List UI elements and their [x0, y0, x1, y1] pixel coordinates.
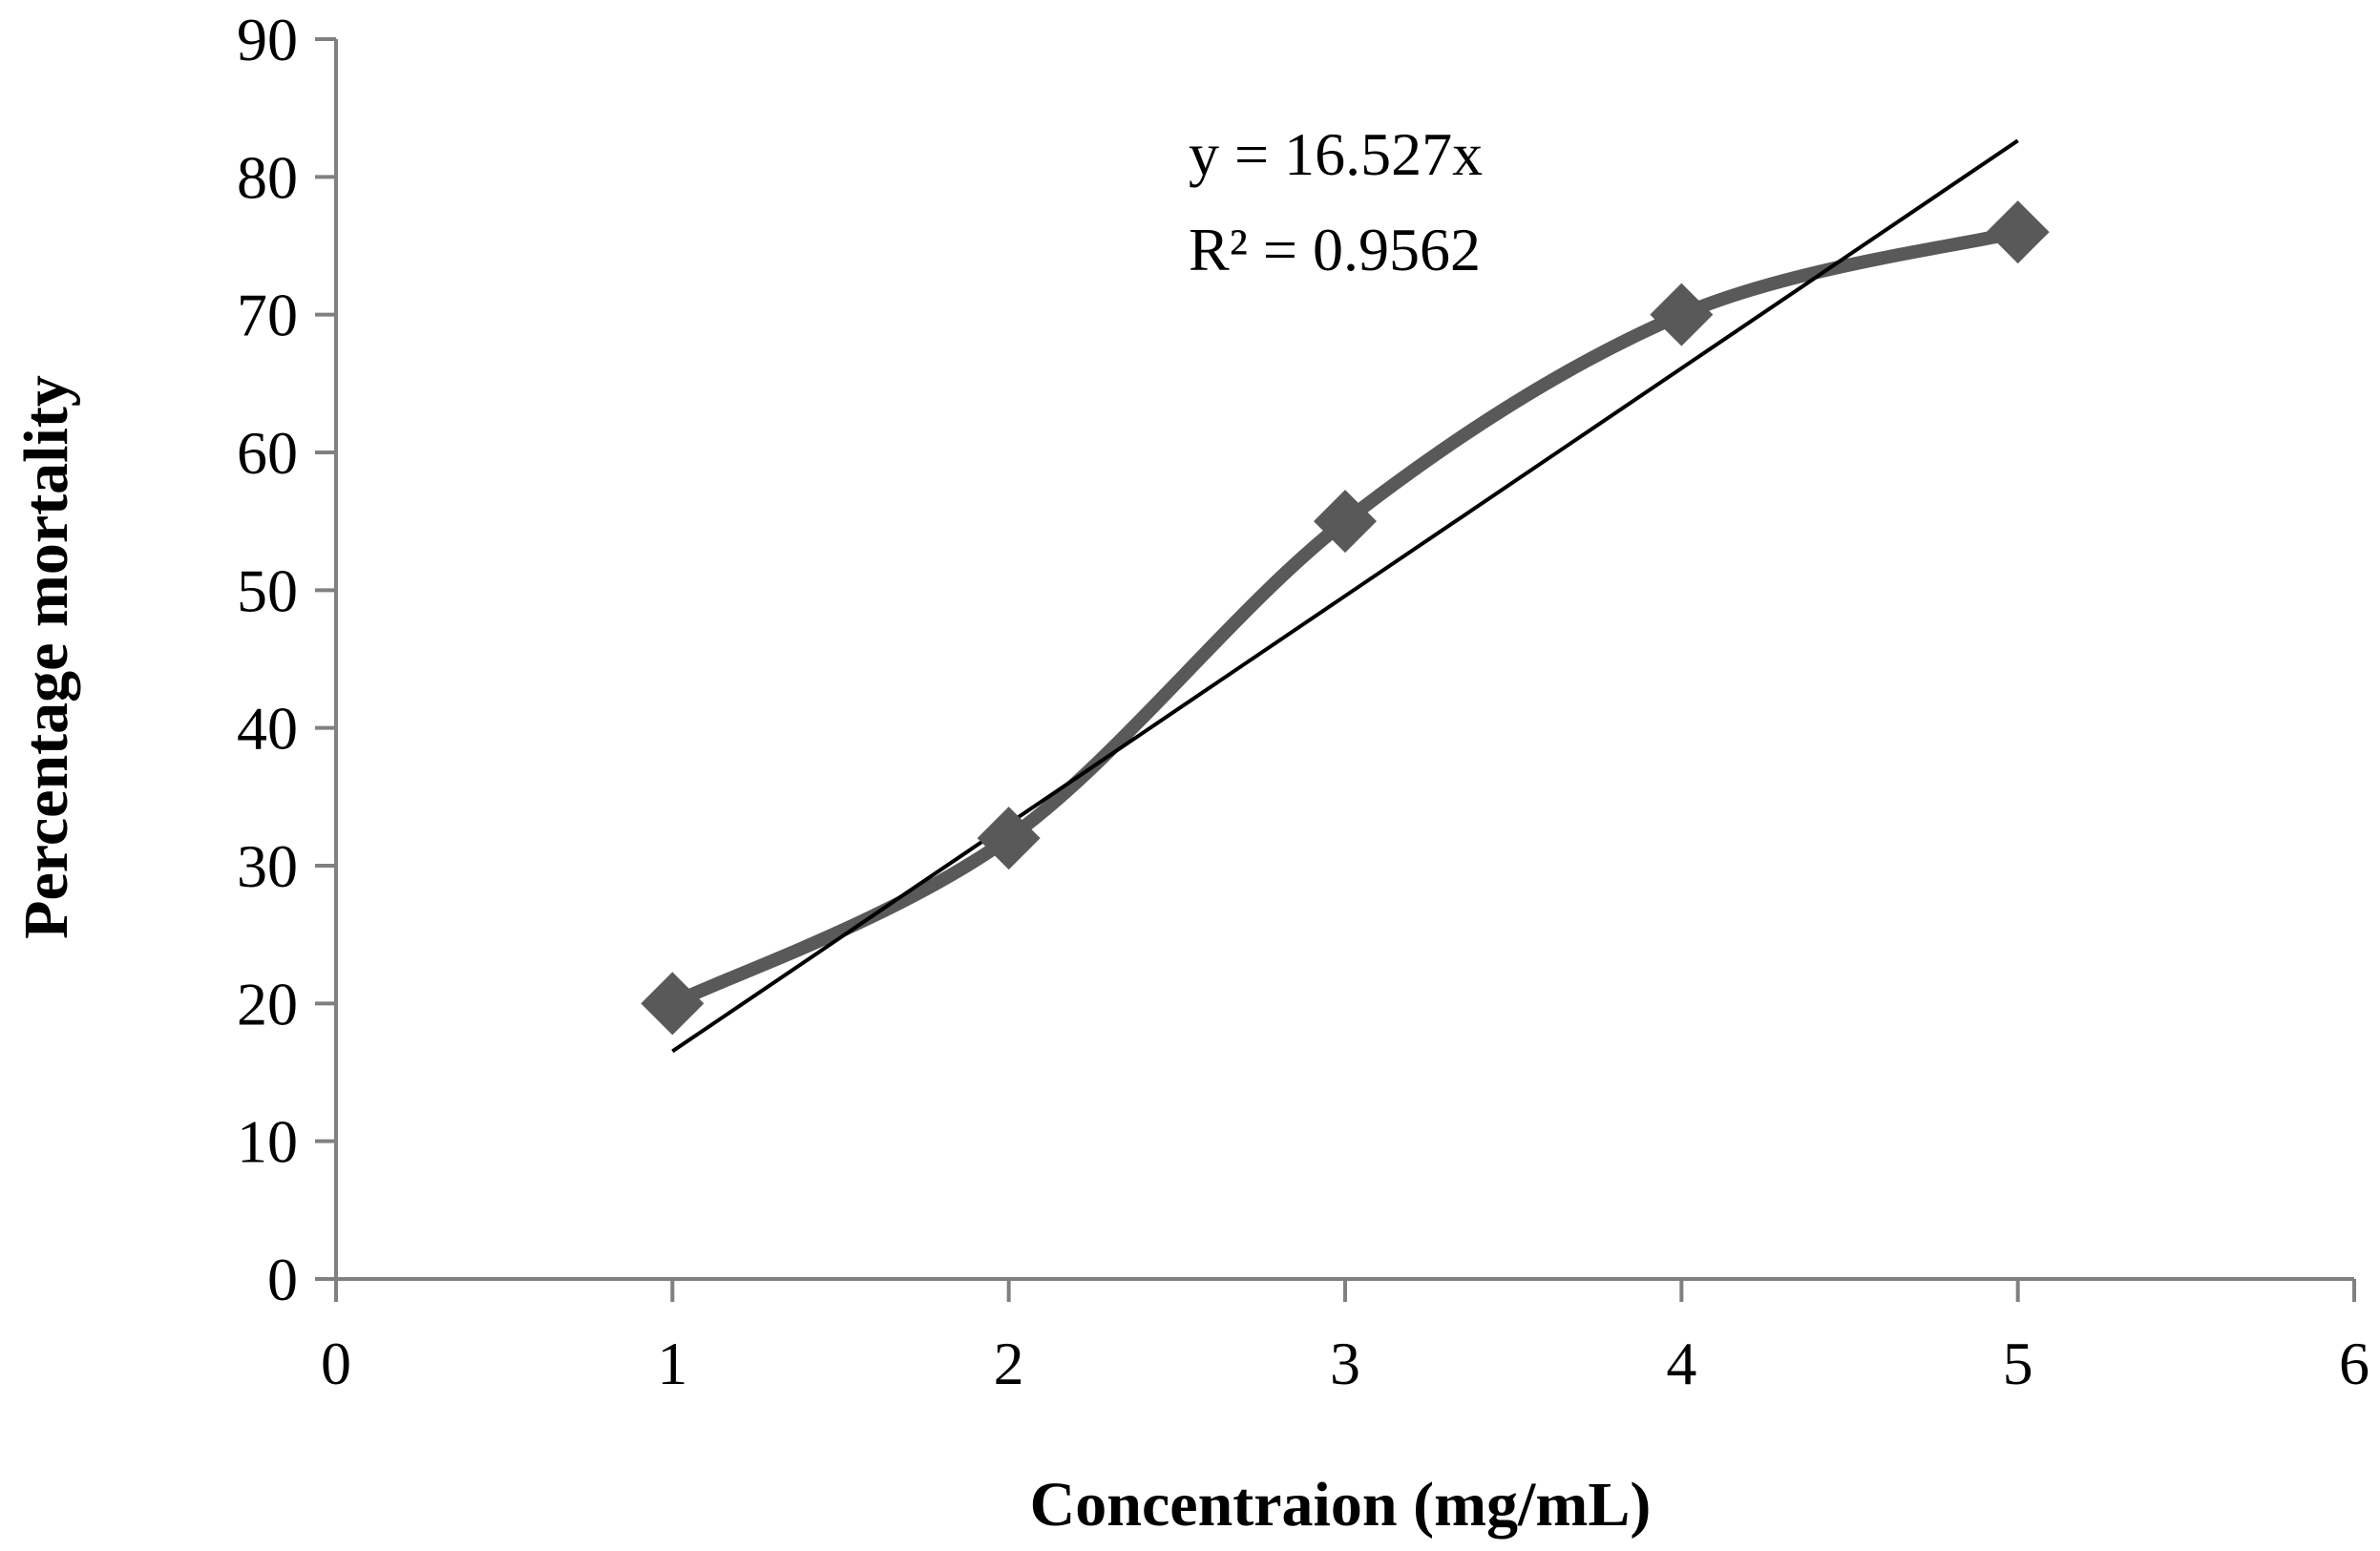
x-tick-label: 2 [994, 1330, 1024, 1397]
data-point [1314, 490, 1377, 554]
data-point [1650, 283, 1714, 346]
plot-area [641, 138, 2050, 1054]
x-tick-label: 4 [1666, 1330, 1696, 1397]
x-tick-label: 3 [1330, 1330, 1360, 1397]
y-tick-label: 0 [267, 1246, 298, 1313]
x-ticks: 0 1 2 3 4 5 6 [321, 1279, 2369, 1397]
y-axis-title: Percentage mortality [11, 375, 81, 939]
x-tick-label: 6 [2339, 1330, 2369, 1397]
y-tick-label: 20 [237, 970, 298, 1037]
x-tick-label: 0 [321, 1330, 351, 1397]
data-point [1986, 200, 2050, 264]
x-axis-title: Concentraion (mg/mL) [1030, 1470, 1652, 1540]
y-tick-label: 90 [237, 6, 298, 73]
y-tick-label: 40 [237, 695, 298, 763]
y-tick-label: 30 [237, 832, 298, 900]
data-point [641, 972, 705, 1036]
trendline-equation: y = 16.527x [1189, 120, 1483, 188]
data-point [977, 807, 1041, 870]
axes: 0 10 20 30 40 50 60 70 80 90 0 1 2 3 4 5 6 [237, 6, 2369, 1397]
y-tick-label: 50 [237, 556, 298, 624]
y-tick-label: 70 [237, 282, 298, 349]
y-tick-label: 80 [237, 143, 298, 211]
trendline [671, 138, 2019, 1054]
y-ticks: 0 10 20 30 40 50 60 70 80 90 [237, 6, 336, 1313]
y-tick-label: 10 [237, 1108, 298, 1176]
x-tick-label: 1 [657, 1330, 687, 1397]
x-tick-label: 5 [2003, 1330, 2033, 1397]
series-line [665, 225, 2025, 1011]
trendline-r-squared: R² = 0.9562 [1189, 216, 1481, 283]
y-tick-label: 60 [237, 419, 298, 487]
